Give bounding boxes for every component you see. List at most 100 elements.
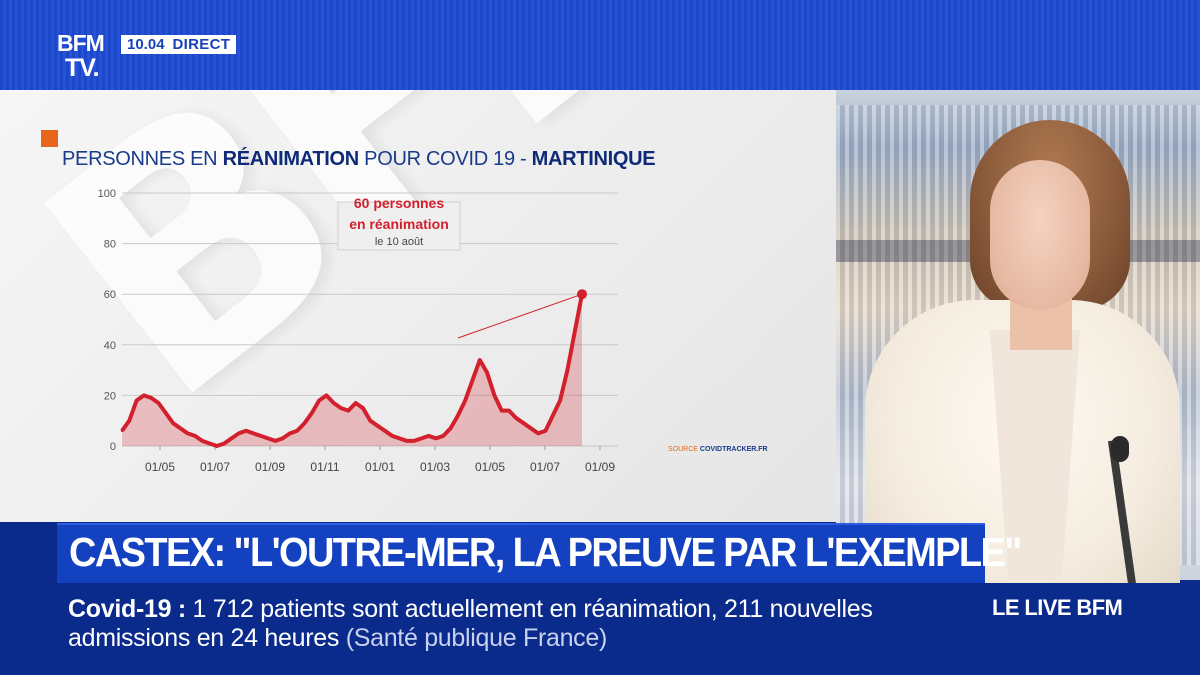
icu-chart: 0 20 40 60 80 100 01/05 01/07 01/09 01/11 01/01 01/… xyxy=(98,188,618,474)
data-point xyxy=(332,401,335,405)
y-tick-label: 80 xyxy=(104,239,116,251)
logo-line1: BFM xyxy=(57,30,105,56)
data-point xyxy=(376,424,379,427)
data-point xyxy=(471,379,474,382)
source-name: COVIDTRACKER.FR xyxy=(699,446,768,453)
data-point xyxy=(142,394,146,397)
data-point xyxy=(317,399,321,402)
annotation-line2: en réanimation xyxy=(349,216,449,232)
data-point xyxy=(310,411,314,415)
data-point xyxy=(223,442,226,445)
data-point xyxy=(529,427,533,430)
logo-line2: TV. xyxy=(65,54,100,82)
orange-square-icon xyxy=(41,130,58,147)
data-point xyxy=(493,394,496,397)
data-point xyxy=(536,432,540,435)
program-label: LE LIVE BFM xyxy=(992,595,1123,620)
data-point xyxy=(456,414,460,417)
data-point xyxy=(171,422,175,425)
title-part2: POUR COVID 19 - xyxy=(358,148,532,170)
title-bold1: RÉANIMATION xyxy=(222,148,360,170)
chart-title: PERSONNES EN RÉANIMATION POUR COVID 19 -… xyxy=(62,148,656,171)
data-point xyxy=(369,419,372,422)
data-point xyxy=(193,434,197,438)
data-point xyxy=(354,401,357,405)
data-point xyxy=(135,399,138,402)
title-part1: PERSONNES EN xyxy=(62,148,223,170)
data-point xyxy=(398,437,401,440)
data-point xyxy=(485,371,489,374)
ticker-separator: : xyxy=(171,595,193,623)
data-point xyxy=(244,429,248,433)
data-point xyxy=(566,368,569,372)
annotation-leader xyxy=(457,293,583,339)
presenter-face xyxy=(990,160,1090,310)
data-point xyxy=(150,396,153,400)
series-area xyxy=(122,294,582,446)
data-point xyxy=(164,411,168,415)
data-point xyxy=(274,439,277,443)
data-point xyxy=(230,437,233,440)
data-point xyxy=(427,434,430,438)
data-point xyxy=(442,434,445,438)
data-point xyxy=(558,399,562,402)
data-point xyxy=(259,434,262,438)
clock-time: 10.04 xyxy=(127,36,165,53)
data-point xyxy=(128,419,131,422)
x-tick-label: 01/01 xyxy=(365,460,395,474)
source-label: SOURCE xyxy=(668,446,700,453)
data-point xyxy=(237,432,241,435)
data-point xyxy=(339,406,343,410)
headline-banner: CASTEX: "L'OUTRE-MER, LA PREUVE PAR L'EX… xyxy=(57,523,1022,583)
ticker-line1-text: 1 712 patients sont actuellement en réan… xyxy=(192,595,873,623)
ticker-topic: Covid-19 xyxy=(68,595,172,623)
data-point xyxy=(179,427,182,430)
microphone-icon xyxy=(1111,436,1129,462)
ticker-line2: admissions en 24 heures (Santé publique … xyxy=(68,624,607,653)
y-tick-label: 100 xyxy=(98,188,116,200)
x-tick-label: 01/07 xyxy=(200,460,230,474)
data-point xyxy=(573,330,576,334)
data-point xyxy=(463,399,467,402)
data-point xyxy=(507,409,511,412)
data-point xyxy=(390,434,394,438)
data-point xyxy=(186,432,189,435)
data-point xyxy=(266,437,270,440)
y-tick-label: 40 xyxy=(104,340,116,352)
data-point xyxy=(361,406,365,410)
x-tick-label: 01/09 xyxy=(255,460,285,474)
y-tick-label: 0 xyxy=(110,441,116,453)
clock-badge: 10.04 DIRECT xyxy=(121,35,237,54)
data-point xyxy=(515,416,518,420)
data-point xyxy=(208,442,211,445)
data-point xyxy=(383,429,387,433)
x-tick-label: 01/05 xyxy=(145,460,175,474)
data-point xyxy=(449,427,452,430)
chart-source: SOURCE COVIDTRACKER.FR xyxy=(668,446,768,453)
ticker-source: (Santé publique France) xyxy=(345,624,608,652)
x-tick-label: 01/11 xyxy=(310,460,339,474)
data-point xyxy=(288,432,292,435)
data-point xyxy=(281,437,284,440)
data-point xyxy=(347,409,350,412)
data-point xyxy=(201,439,204,443)
annotation-box xyxy=(337,201,461,251)
data-point xyxy=(434,437,438,440)
x-tick-label: 01/07 xyxy=(530,460,560,474)
data-point xyxy=(412,439,416,443)
data-point xyxy=(500,409,503,412)
data-point xyxy=(303,422,306,425)
headline-text: CASTEX: "L'OUTRE-MER, LA PREUVE PAR L'EX… xyxy=(69,530,1022,576)
ticker-line2-text: admissions en 24 heures xyxy=(68,624,340,652)
data-point xyxy=(252,432,255,435)
title-bold2: MARTINIQUE xyxy=(531,148,656,170)
bfm-logo: BFM TV. xyxy=(57,32,117,88)
data-point xyxy=(157,401,160,405)
data-point xyxy=(420,437,423,440)
x-tick-label: 01/09 xyxy=(585,460,615,474)
x-tick-label: 01/03 xyxy=(420,460,450,474)
data-point xyxy=(215,444,219,448)
chart-panel: BFM PERSONNES EN RÉANIMATION POUR COVID … xyxy=(0,90,836,522)
data-point xyxy=(522,422,525,425)
ticker-line1: Covid-19 : 1 712 patients sont actuellem… xyxy=(68,595,873,624)
